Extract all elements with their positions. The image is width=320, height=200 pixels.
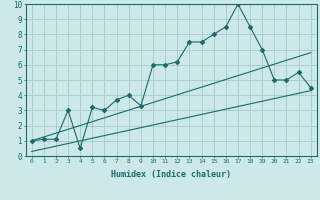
X-axis label: Humidex (Indice chaleur): Humidex (Indice chaleur) [111,170,231,179]
